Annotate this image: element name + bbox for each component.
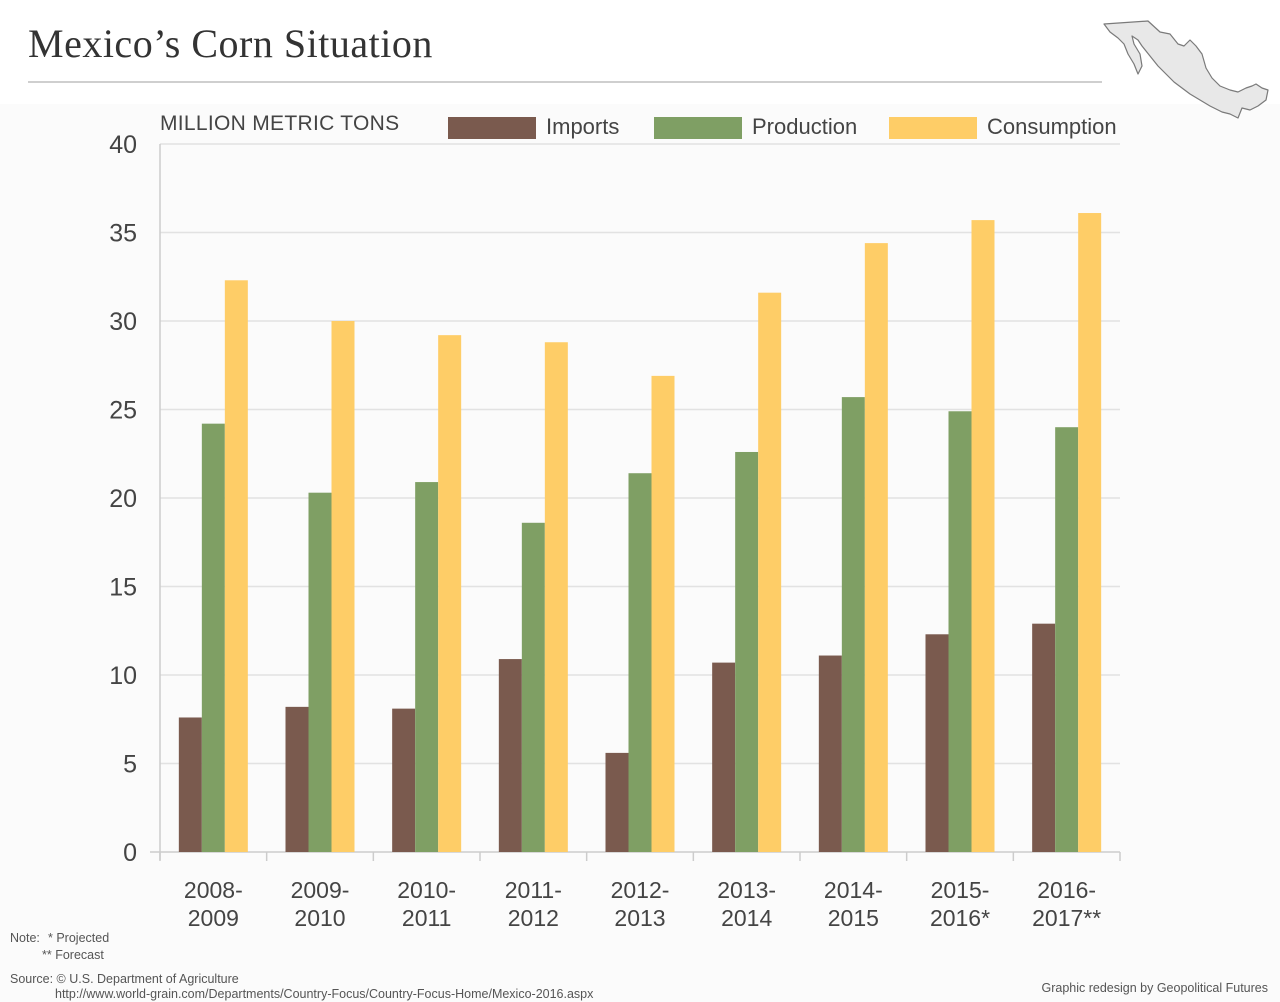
header-panel: Mexico’s Corn Situation [0,0,1280,104]
bar-production [841,397,865,852]
bar-production [308,492,332,852]
x-tick-label: 2008-2009 [184,877,243,931]
bar-production [521,522,545,852]
x-tick-label: 2014-2015 [824,877,883,931]
bar-production [735,451,759,852]
note-label: Note: [10,931,40,945]
bar-production [201,423,225,852]
title-divider [28,81,1102,83]
corn-bar-chart: 0 5 10 15 20 25 30 35 40 2008-2009 2009-2010 2010-2… [109,131,1121,931]
bar-imports [392,708,416,852]
x-tick-label: 2012-2013 [611,877,670,931]
y-tick-label: 40 [109,131,137,159]
bar-imports [178,717,202,852]
graphic-credit: Graphic redesign by Geopolitical Futures [1041,981,1268,995]
y-tick-label: 0 [123,839,137,867]
bar-imports [1032,623,1056,852]
y-axis-label: MILLION METRIC TONS [160,112,400,135]
x-tick-label: 2016-2017** [1032,877,1101,931]
bar-consumption [438,335,462,852]
bar-production [948,411,972,852]
source-url: http://www.world-grain.com/Departments/C… [55,987,594,1001]
mexico-map-shape [1103,20,1269,119]
bar-consumption [651,375,675,852]
source-label: Source: © U.S. Department of Agriculture [10,972,239,986]
bar-consumption [971,220,995,853]
bar-imports [285,706,309,852]
legend-label-imports: Imports [546,114,620,139]
bar-consumption [331,321,355,852]
note-forecast: ** Forecast [42,948,104,962]
legend-swatch-consumption [889,117,977,139]
y-tick-label: 20 [109,485,137,513]
x-tick-label: 2010-2011 [397,877,456,931]
legend-label-consumption: Consumption [987,114,1117,139]
legend-swatch-imports [448,117,536,139]
bar-consumption [1078,213,1102,852]
y-tick-label: 15 [109,574,137,602]
x-tick-label: 2015-2016* [930,877,990,931]
bar-production [628,473,652,852]
y-tick-label: 10 [109,662,137,690]
bar-imports [605,752,629,852]
legend-swatch-production [654,117,742,139]
bar-imports [712,662,736,852]
bar-imports [498,659,522,852]
x-tick-label: 2013-2014 [717,877,776,931]
bar-production [415,482,439,852]
y-tick-label: 25 [109,397,137,425]
x-tick-label: 2011-2012 [505,877,562,931]
bar-imports [818,655,842,852]
mexico-map-icon [1103,20,1269,119]
note-projected: * Projected [48,931,110,945]
bar-consumption [544,342,568,852]
y-tick-label: 35 [109,220,137,248]
bar-consumption [758,292,782,852]
bar-consumption [224,280,248,852]
bar-consumption [864,243,888,852]
bar-production [1055,427,1079,852]
y-tick-label: 30 [109,308,137,336]
bar-imports [925,634,949,852]
x-tick-label: 2009-2010 [291,877,350,931]
page-title: Mexico’s Corn Situation [28,21,433,66]
y-tick-label: 5 [123,751,137,779]
legend-label-production: Production [752,114,858,139]
